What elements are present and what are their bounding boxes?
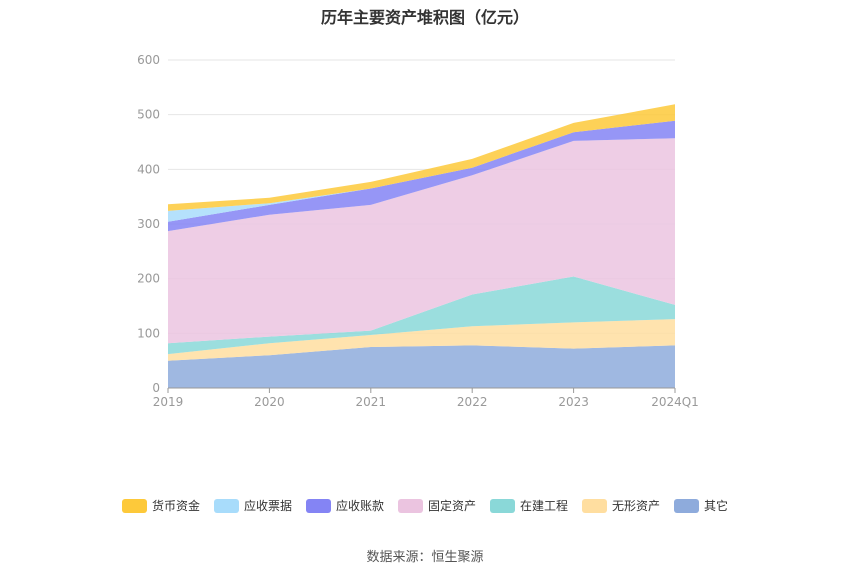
x-tick-label: 2024Q1 [651, 395, 699, 409]
x-tick-label: 2023 [558, 395, 589, 409]
legend-item[interactable]: 货币资金 [121, 497, 200, 514]
legend-swatch [213, 498, 239, 513]
legend-label: 应收票据 [243, 499, 292, 513]
legend-swatch [397, 498, 423, 513]
legend-item[interactable]: 无形资产 [582, 497, 660, 514]
area-series [168, 319, 675, 361]
x-tick-label: 2019 [153, 395, 184, 409]
legend-item[interactable]: 应收票据 [213, 497, 292, 514]
legend-swatch [674, 498, 700, 513]
area-series [168, 276, 675, 355]
legend-label: 货币资金 [151, 499, 200, 513]
x-tick-label: 2020 [254, 395, 285, 409]
legend-swatch [582, 498, 608, 513]
y-tick-label: 0 [152, 381, 160, 395]
area-series [168, 120, 675, 232]
legend-label: 固定资产 [427, 499, 476, 513]
legend-label: 在建工程 [520, 499, 569, 513]
legend-item[interactable]: 固定资产 [397, 497, 476, 514]
legend-label: 无形资产 [612, 499, 661, 513]
legend: 货币资金 应收票据 应收账款 固定资产 在建工程 无形资产 其它 [0, 497, 850, 514]
legend-swatch [121, 498, 147, 513]
data-source: 数据来源：恒生聚源 [366, 550, 484, 565]
area-series [168, 120, 675, 222]
area-series [168, 138, 675, 344]
legend-label: 应收账款 [335, 499, 384, 513]
y-tick-label: 500 [137, 108, 160, 122]
area-series [168, 345, 675, 388]
x-tick-label: 2022 [457, 395, 488, 409]
y-tick-label: 600 [137, 53, 160, 67]
y-tick-label: 200 [137, 272, 160, 286]
chart-title: 历年主要资产堆积图（亿元） [320, 8, 529, 27]
legend-item[interactable]: 在建工程 [490, 497, 568, 514]
area-series [168, 104, 675, 211]
y-tick-label: 300 [137, 217, 160, 231]
legend-item[interactable]: 其它 [674, 497, 728, 514]
legend-item[interactable]: 应收账款 [305, 497, 384, 514]
y-tick-label: 400 [137, 162, 160, 176]
legend-swatch [305, 498, 331, 513]
legend-label: 其它 [704, 499, 729, 513]
legend-swatch [490, 498, 515, 513]
y-tick-label: 100 [137, 326, 160, 340]
x-tick-label: 2021 [356, 395, 387, 409]
